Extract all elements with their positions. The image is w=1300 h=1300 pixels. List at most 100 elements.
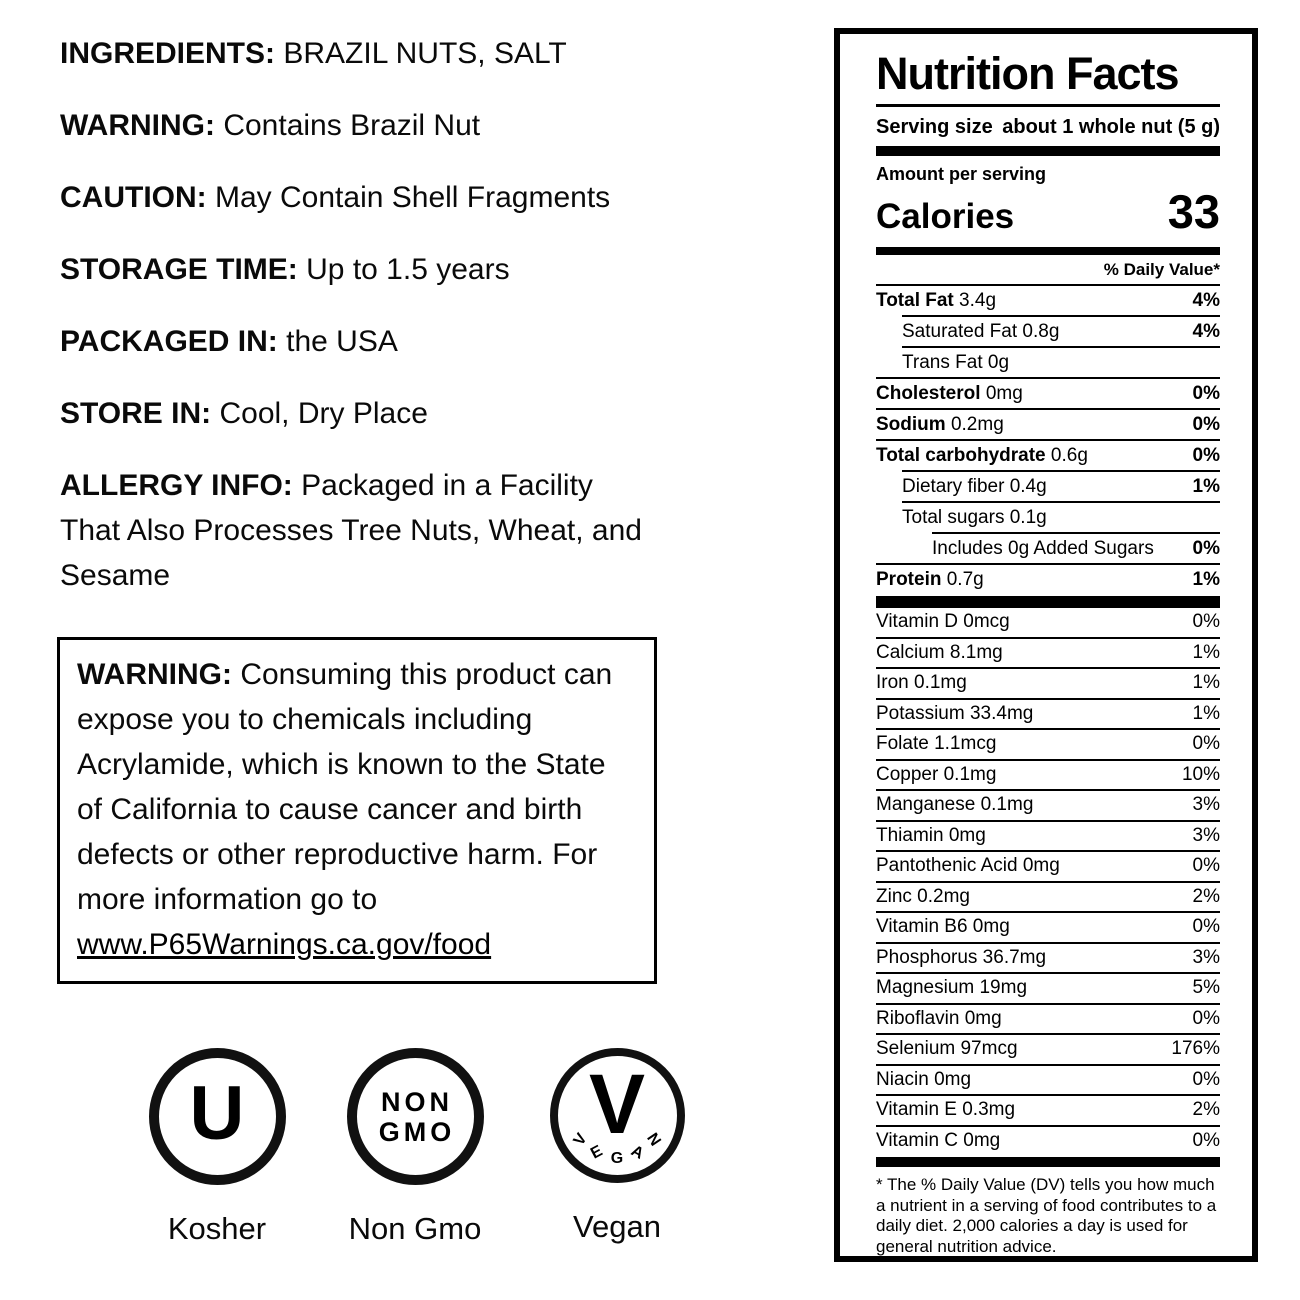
prop65-warning-box: WARNING: Consuming this product can expo… [57,637,657,984]
nutrient-row-potassium-33-4mg: Potassium 33.4mg 1% [876,700,1220,729]
nutrient-row-cholesterol: Cholesterol 0mg 0% [876,379,1220,408]
kosher-badge-icon: U [148,1048,286,1185]
info-line-label: STORAGE TIME: [60,253,298,286]
nutrient-name: Manganese 0.1mg [876,794,1034,815]
daily-value-footnote: * The % Daily Value (DV) tells you how m… [876,1175,1217,1256]
info-line-text: Up to 1.5 years [306,253,510,286]
info-line-label: INGREDIENTS: [60,37,276,70]
nutrient-name: Total carbohydrate 0.6g [876,445,1088,466]
nutrient-percent-dv: 0% [1192,383,1220,404]
info-line-allergy-info: ALLERGY INFO: Packaged in a Facility Tha… [60,463,658,598]
nutrient-percent-dv: 0% [1192,916,1220,937]
product-info-list: INGREDIENTS: BRAZIL NUTS, SALT WARNING: C… [60,31,658,625]
divider-bar-medium [876,247,1220,255]
row-separator [876,850,1220,852]
kosher-badge: U Kosher [117,1048,317,1247]
nutrient-row-trans-fat-0g: Trans Fat 0g [876,348,1220,377]
nutrient-percent-dv: 4% [1192,290,1220,311]
row-separator [876,941,1220,944]
nutrient-percent-dv: 5% [1192,977,1220,998]
warning-box-text: Consuming this product can expose you to… [77,658,613,916]
nutrient-row-phosphorus-36-7mg: Phosphorus 36.7mg 3% [876,944,1220,973]
info-line-text: Packaged in a Facility That Also Process… [60,469,642,592]
nutrient-row-manganese-0-1mg: Manganese 0.1mg 3% [876,791,1220,820]
nutrient-name: Total Fat 3.4g [876,290,997,311]
row-separator [876,758,1220,761]
nutrient-name: Trans Fat 0g [902,352,1010,373]
row-separator [876,377,1220,379]
nutrient-percent-dv: 0% [1192,538,1220,559]
certification-badges: U Kosher NON GMO Non Gmo V V E G A N Vegan [60,1048,700,1278]
nutrient-percent-dv: 0% [1192,855,1220,876]
badge-label: Non Gmo [348,1211,482,1246]
nutrient-percent-dv: 2% [1192,1099,1220,1120]
nutrient-row-calcium-8-1mg: Calcium 8.1mg 1% [876,639,1220,668]
nutrient-row-dietary-fiber-0-4g: Dietary fiber 0.4g 1% [876,472,1220,501]
nutrient-row-total-carbohydrate: Total carbohydrate 0.6g 0% [876,441,1220,470]
nutrient-name: Potassium 33.4mg [876,702,1034,724]
info-line-packaged-in: PACKAGED IN: the USA [60,319,658,364]
row-separator [876,408,1220,410]
nutrient-row-saturated-fat-0-8g: Saturated Fat 0.8g 4% [876,317,1220,346]
nutrient-name: Vitamin D 0mcg [876,611,1010,632]
nutrient-row-thiamin-0mg: Thiamin 0mg 3% [876,822,1220,851]
badge-label: Kosher [167,1211,267,1246]
info-line-text: Contains Brazil Nut [223,109,481,142]
nutrient-row-vitamin-e-0-3mg: Vitamin E 0.3mg 2% [876,1096,1220,1125]
info-line-caution: CAUTION: May Contain Shell Fragments [60,175,658,220]
macronutrient-table: Total Fat 3.4g 4% Saturated Fat 0.8g 4% Tran… [876,286,1220,594]
row-separator [902,315,1220,317]
divider-bar-thick [876,146,1220,156]
nutrient-percent-dv: 0% [1192,414,1220,435]
amount-per-serving-label: Amount per serving [876,164,1047,184]
info-line-warning: WARNING: Contains Brazil Nut [60,103,658,148]
nutrient-row-iron-0-1mg: Iron 0.1mg 1% [876,669,1220,698]
nutrient-percent-dv: 0% [1192,1068,1220,1090]
nutrient-row-folate-1-1mcg: Folate 1.1mcg 0% [876,730,1220,759]
nutrient-name: Vitamin C 0mg [876,1129,1001,1151]
nutrient-row-niacin-0mg: Niacin 0mg 0% [876,1066,1220,1095]
nutrient-percent-dv: 0% [1192,1007,1220,1029]
nutrient-percent-dv: 1% [1192,476,1220,497]
warning-box-label: WARNING: [77,658,232,691]
calories-row: Calories 33 [876,187,1220,242]
nutrient-row-pantothenic-acid-0mg: Pantothenic Acid 0mg 0% [876,852,1220,881]
divider-bar-thick [876,1157,1220,1167]
info-line-storage-time: STORAGE TIME: Up to 1.5 years [60,247,658,292]
row-separator [876,563,1220,565]
row-separator [876,819,1220,822]
nutrient-name: Saturated Fat 0.8g [902,321,1060,342]
nutrient-name: Zinc 0.2mg [876,885,970,907]
nutrient-percent-dv: 1% [1192,702,1220,724]
row-separator [876,1094,1220,1096]
nutrient-name: Cholesterol 0mg [876,383,1023,404]
nutrition-facts-title: Nutrition Facts [876,48,1180,99]
badge-label: Vegan [573,1209,661,1244]
non-gmo-text: NON GMO [378,1086,456,1147]
row-separator [876,911,1220,913]
calories-value: 33 [1167,185,1220,238]
row-separator [876,697,1220,700]
nutrient-row-selenium-97mcg: Selenium 97mcg 176% [876,1035,1220,1064]
nutrient-percent-dv: 3% [1192,824,1220,846]
nutrient-percent-dv: 0% [1192,733,1220,754]
row-separator [876,636,1220,639]
circled-u-symbol: U [189,1070,245,1156]
nutrient-name: Vitamin E 0.3mg [876,1099,1016,1120]
nutrient-name: Niacin 0mg [876,1068,972,1090]
nutrient-percent-dv: 3% [1192,946,1220,968]
serving-size-row: Serving size about 1 whole nut (5 g) [876,114,1220,141]
nutrient-name: Phosphorus 36.7mg [876,946,1047,968]
nutrient-row-total-fat: Total Fat 3.4g 4% [876,286,1220,315]
nutrient-name: Includes 0g Added Sugars [932,538,1154,559]
p65-warnings-link[interactable]: www.P65Warnings.ca.gov/food [77,928,492,961]
nutrient-name: Vitamin B6 0mg [876,916,1010,937]
nutrient-percent-dv: 2% [1192,885,1220,907]
nutrient-name: Copper 0.1mg [876,763,997,785]
nutrient-row-sodium: Sodium 0.2mg 0% [876,410,1220,439]
info-line-label: CAUTION: [60,181,207,214]
nutrition-facts-panel: Nutrition Facts Serving size about 1 who… [834,28,1258,1262]
nutrient-row-copper-0-1mg: Copper 0.1mg 10% [876,761,1220,790]
